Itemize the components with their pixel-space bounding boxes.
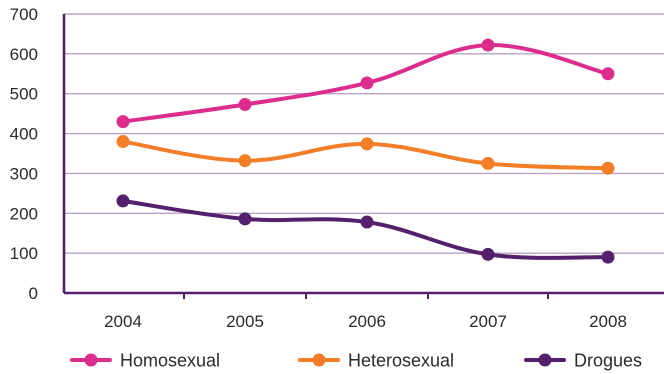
data-point-drogues: [360, 215, 374, 229]
legend-marker-heterosexual: [312, 353, 326, 367]
y-tick-label: 200: [10, 204, 38, 223]
data-point-homosexual: [238, 97, 252, 111]
x-tick-label: 2004: [104, 312, 142, 331]
data-point-heterosexual: [116, 135, 130, 149]
axes: [62, 14, 664, 299]
grid-lines: [64, 13, 664, 254]
data-point-heterosexual: [601, 161, 615, 175]
y-tick-label: 500: [10, 85, 38, 104]
data-point-homosexual: [481, 38, 495, 52]
series-lines: [116, 38, 615, 264]
data-point-homosexual: [601, 67, 615, 81]
y-tick-label: 100: [10, 244, 38, 263]
data-point-heterosexual: [481, 156, 495, 170]
legend-label-homosexual: Homosexual: [120, 351, 220, 371]
legend-label-drogues: Drogues: [574, 351, 642, 371]
data-point-drogues: [481, 247, 495, 261]
y-tick-label: 600: [10, 45, 38, 64]
y-axis-tick-labels: 0 100 200 300 400 500 600 700: [10, 5, 38, 303]
data-point-homosexual: [116, 115, 130, 129]
x-tick-label: 2005: [226, 312, 264, 331]
x-tick-label: 2007: [469, 312, 507, 331]
series-line-drogues: [121, 198, 610, 260]
data-point-drogues: [116, 194, 130, 208]
x-tick-label: 2006: [348, 312, 386, 331]
y-tick-label: 300: [10, 164, 38, 183]
data-point-heterosexual: [238, 154, 252, 168]
legend: Homosexual Heterosexual Drogues: [70, 351, 642, 371]
data-point-drogues: [238, 212, 252, 226]
legend-marker-drogues: [538, 353, 552, 367]
y-tick-label: 400: [10, 125, 38, 144]
legend-marker-homosexual: [84, 353, 98, 367]
data-point-drogues: [601, 250, 615, 264]
x-tick-label: 2008: [589, 312, 627, 331]
legend-label-heterosexual: Heterosexual: [348, 351, 454, 371]
x-axis-tick-labels: 2004 2005 2006 2007 2008: [104, 312, 627, 331]
data-point-homosexual: [360, 76, 374, 90]
y-tick-label: 700: [10, 5, 38, 24]
y-tick-label: 0: [29, 284, 38, 303]
data-point-heterosexual: [360, 137, 374, 151]
